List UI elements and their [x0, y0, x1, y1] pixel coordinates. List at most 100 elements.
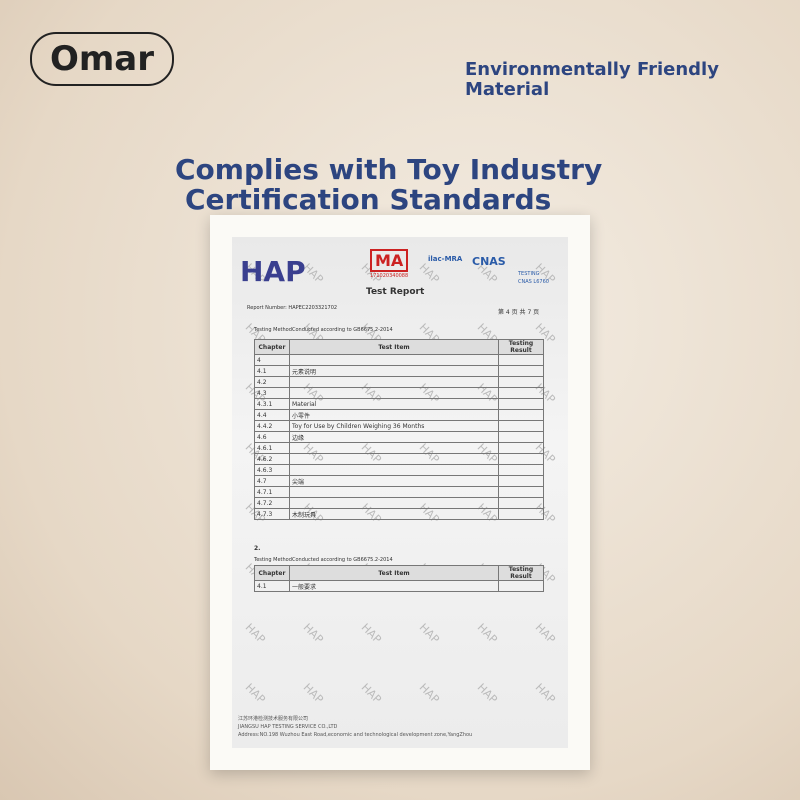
chapter: 4.6.1: [254, 442, 290, 454]
headline-line: Complies with Toy Industry: [175, 153, 603, 186]
watermark: HAP: [300, 680, 326, 707]
result-table: Chapter Test Item Testing Result 4 4.1 元素说明 4.…: [254, 339, 544, 520]
watermark: HAP: [300, 620, 326, 647]
table-row: 4.6.3: [254, 464, 544, 476]
test-item: [289, 453, 499, 465]
footer-line: Address:NO.198 Wuzhou East Road,economic…: [238, 732, 473, 738]
report-number: Report Number: HAPEC2203321702: [247, 305, 338, 311]
hap-logo: HAP: [240, 255, 306, 288]
watermark: HAP: [474, 680, 500, 707]
header-cell: Chapter: [254, 339, 290, 355]
ma-logo: MA: [370, 249, 409, 272]
test-item: 一般要求: [289, 580, 499, 592]
table-row: 4.7.1: [254, 486, 544, 498]
result-cell: [498, 354, 544, 366]
watermark: HAP: [532, 620, 558, 647]
method: Conducted according to GB6675.2-2014: [292, 557, 393, 563]
table-row: 4.6.1: [254, 442, 544, 454]
table-row: 4.7.3 木制玩具: [254, 508, 544, 520]
ma-number: 171020340088: [370, 273, 409, 279]
table-row: 4.4.2 Toy for Use by Children Weighing 36…: [254, 420, 544, 432]
table-row: 4.6.2: [254, 453, 544, 465]
method-label: Testing Method: [254, 327, 292, 333]
footer-line: 江苏环港检测技术服务有限公司: [238, 716, 309, 722]
result-cell: [498, 409, 544, 421]
test-item: 尖端: [289, 475, 499, 487]
chapter: 4.6.2: [254, 453, 290, 465]
table-row: 4.7 尖端: [254, 475, 544, 487]
table-row: 4.1 元素说明: [254, 365, 544, 377]
chapter: 4.7.1: [254, 486, 290, 498]
result-cell: [498, 387, 544, 399]
table-row: 4.1 一般要求: [254, 580, 544, 592]
chapter: 4.7.3: [254, 508, 290, 520]
headline-line: Certification Standards: [185, 183, 552, 216]
section-number: 2.: [254, 545, 261, 552]
footer: 江苏环港检测技术服务有限公司 JIANGSU HAP TESTING SERVI…: [238, 715, 472, 739]
result-cell: [498, 497, 544, 509]
table-header-row: Chapter Test Item Testing Result: [254, 339, 544, 355]
result-cell: [498, 464, 544, 476]
header-cell: Testing Result: [498, 565, 544, 581]
chapter: 4.1: [254, 365, 290, 377]
brand: Omar: [30, 32, 174, 86]
test-item: 元素说明: [289, 365, 499, 377]
chapter: 4: [254, 354, 290, 366]
result-cell: [498, 486, 544, 498]
result-cell: [498, 475, 544, 487]
chapter: 4.3: [254, 387, 290, 399]
result-cell: [498, 431, 544, 443]
test-item: [289, 497, 499, 509]
page-number: 第 4 页 共 7 页: [498, 309, 540, 316]
table-row: 4.3: [254, 387, 544, 399]
testing: TESTING: [518, 271, 540, 277]
watermark: HAP: [416, 620, 442, 647]
chapter: 4.4.2: [254, 420, 290, 432]
test-item: [289, 442, 499, 454]
watermark: HAP: [358, 620, 384, 647]
chapter: 4.4: [254, 409, 290, 421]
chapter: 4.3.1: [254, 398, 290, 410]
test-item: Material: [289, 398, 499, 410]
table-row: 4.7.2: [254, 497, 544, 509]
result-cell: [498, 398, 544, 410]
watermark: HAP: [242, 620, 268, 647]
chapter: 4.7: [254, 475, 290, 487]
result-cell: [498, 365, 544, 377]
test-item: [289, 354, 499, 366]
result-table: Chapter Test Item Testing Result 4.1 一般要求: [254, 565, 544, 592]
watermark: HAP: [358, 680, 384, 707]
result-cell: [498, 420, 544, 432]
header-cell: Test Item: [289, 565, 499, 581]
table-header-row: Chapter Test Item Testing Result: [254, 565, 544, 581]
table-row: 4: [254, 354, 544, 366]
cnas-logo: CNAS: [472, 255, 506, 268]
header-cell: Testing Result: [498, 339, 544, 355]
method-label: Testing Method: [254, 557, 292, 563]
ilac-logo: ilac-MRA: [428, 255, 463, 263]
test-item: [289, 464, 499, 476]
watermark: HAP: [416, 260, 442, 287]
test-item: 木制玩具: [289, 508, 499, 520]
chapter: 4.7.2: [254, 497, 290, 509]
watermark: HAP: [242, 680, 268, 707]
table-row: 4.3.1 Material: [254, 398, 544, 410]
report-title: Test Report: [366, 287, 425, 297]
chapter: 4.1: [254, 580, 290, 592]
chapter: 4.2: [254, 376, 290, 388]
result-cell: [498, 453, 544, 465]
tagline: Environmentally Friendly Material: [465, 59, 719, 100]
headline: Complies with Toy Industry Certification…: [175, 155, 602, 215]
chapter: 4.6.3: [254, 464, 290, 476]
test-item: Toy for Use by Children Weighing 36 Mont…: [289, 420, 499, 432]
chapter: 4.6: [254, 431, 290, 443]
test-item: [289, 387, 499, 399]
footer-line: JIANGSU HAP TESTING SERVICE CO.,LTD: [238, 724, 338, 730]
test-item: 边缘: [289, 431, 499, 443]
test-item: [289, 376, 499, 388]
method: Conducted according to GB6675.2-2014: [292, 327, 393, 333]
test-item: 小零件: [289, 409, 499, 421]
result-cell: [498, 580, 544, 592]
test-item: [289, 486, 499, 498]
